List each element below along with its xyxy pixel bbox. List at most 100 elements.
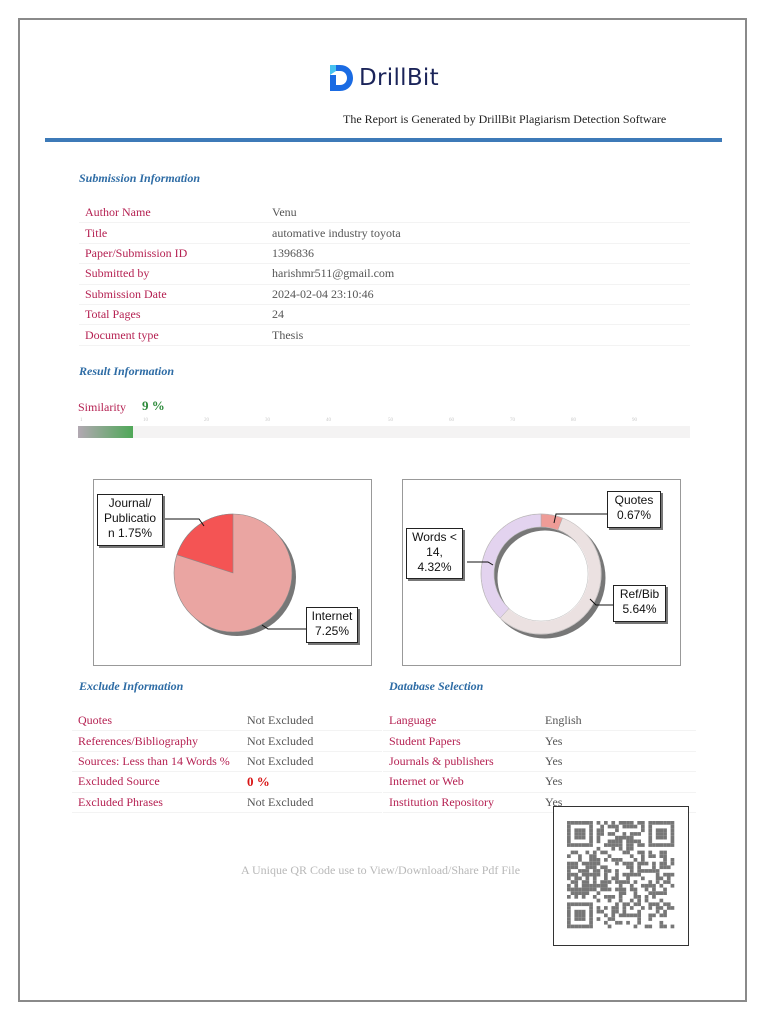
field-value: automative industry toyota	[266, 222, 690, 244]
refbib-callout: Ref/Bib 5.64%	[613, 585, 666, 622]
qr-caption: A Unique QR Code use to View/Download/Sh…	[241, 863, 521, 877]
field-label: Internet or Web	[383, 771, 539, 793]
field-label: Student Papers	[383, 730, 539, 752]
callout-line: Publicatio	[103, 511, 157, 525]
table-row: Journals & publishers Yes	[383, 751, 696, 773]
field-label: Excluded Source	[72, 771, 241, 793]
field-label: Journals & publishers	[383, 751, 539, 773]
submission-section-title: Submission Information	[79, 171, 201, 185]
similarity-label: Similarity	[78, 400, 126, 414]
scale-tick: 50	[388, 418, 393, 423]
field-value: Venu	[266, 203, 690, 224]
field-label: Document type	[79, 324, 266, 346]
table-row: Author Name Venu	[79, 203, 690, 224]
submission-table: Author Name Venu Title automative industry…	[79, 203, 690, 346]
scale-tick: 70	[510, 418, 515, 423]
qr-code-icon	[567, 821, 675, 929]
field-label: Institution Repository	[383, 792, 539, 813]
quotes-callout: Quotes 0.67%	[607, 491, 661, 528]
field-label: Sources: Less than 14 Words %	[72, 751, 241, 773]
drillbit-logo: DrillBit	[327, 62, 439, 94]
scale-tick: 30	[265, 418, 270, 423]
field-value: Yes	[539, 771, 696, 793]
table-row: Sources: Less than 14 Words % Not Exclude…	[72, 751, 382, 773]
scale-tick: 20	[204, 418, 209, 423]
field-value: Not Excluded	[241, 751, 382, 773]
scale-tick: 90	[632, 418, 637, 423]
field-label: Paper/Submission ID	[79, 243, 266, 265]
qr-code[interactable]	[553, 806, 689, 946]
callout-line: Journal/	[108, 496, 152, 510]
scale-tick: 40	[326, 418, 331, 423]
field-value: 1396836	[266, 243, 690, 265]
similarity-scale: 1 10 20 30 40 50 60 70 80 90	[78, 418, 690, 426]
table-row: Paper/Submission ID 1396836	[79, 243, 690, 265]
callout-line: Internet	[311, 609, 353, 623]
field-value: Thesis	[266, 324, 690, 346]
excluded-source-value: 0 %	[241, 771, 382, 793]
callout-line: n 1.75%	[107, 526, 153, 540]
table-row: Quotes Not Excluded	[72, 711, 382, 732]
callout-line: Quotes	[614, 493, 654, 507]
drillbit-logo-icon	[330, 65, 353, 91]
similarity-value: 9 %	[142, 398, 165, 413]
callout-line: 14,	[426, 545, 443, 559]
table-row: Submission Date 2024-02-04 23:10:46	[79, 284, 690, 305]
field-label: Title	[79, 222, 266, 244]
table-row: Document type Thesis	[79, 324, 690, 346]
field-value: harishmr511@gmail.com	[266, 263, 690, 285]
field-label: Author Name	[79, 203, 266, 224]
table-row: Title automative industry toyota	[79, 222, 690, 244]
report-tagline: The Report is Generated by DrillBit Plag…	[343, 112, 667, 126]
callout-line: 7.25%	[314, 624, 350, 638]
exclude-section-title: Exclude Information	[79, 679, 184, 693]
table-row: Total Pages 24	[79, 304, 690, 326]
field-label: Submission Date	[79, 284, 266, 305]
table-row: Excluded Phrases Not Excluded	[72, 792, 382, 813]
field-label: References/Bibliography	[72, 730, 241, 752]
table-row: Student Papers Yes	[383, 730, 696, 752]
exclusion-donut-chart: Quotes 0.67% Words < 14, 4.32% Ref/Bib 5…	[402, 479, 681, 666]
journal-callout: Journal/ Publicatio n 1.75%	[97, 494, 163, 546]
table-row: Excluded Source 0 %	[72, 771, 382, 793]
callout-line: Ref/Bib	[619, 587, 660, 601]
pie-chart-graphic	[160, 513, 307, 636]
words-callout: Words < 14, 4.32%	[406, 528, 463, 579]
internet-callout: Internet 7.25%	[306, 607, 358, 643]
table-row: Language English	[383, 711, 696, 732]
scale-tick: 80	[571, 418, 576, 423]
field-value: Yes	[539, 751, 696, 773]
callout-line: 4.32%	[417, 560, 452, 574]
field-label: Total Pages	[79, 304, 266, 326]
field-value: 24	[266, 304, 690, 326]
callout-line: 0.67%	[616, 508, 652, 522]
scale-tick: 10	[143, 418, 148, 423]
result-section-title: Result Information	[79, 364, 175, 378]
database-table: Language English Student Papers Yes Journa…	[383, 711, 696, 813]
database-section-title: Database Selection	[389, 679, 484, 693]
similarity-bar-fill	[78, 426, 134, 438]
field-value: 2024-02-04 23:10:46	[266, 284, 690, 305]
report-page	[18, 18, 747, 1002]
table-row: References/Bibliography Not Excluded	[72, 730, 382, 752]
field-value: Not Excluded	[241, 730, 382, 752]
exclude-table: Quotes Not Excluded References/Bibliograp…	[72, 711, 382, 813]
field-value: Not Excluded	[241, 711, 382, 732]
field-label: Excluded Phrases	[72, 792, 241, 813]
field-value: English	[539, 711, 696, 732]
table-row: Internet or Web Yes	[383, 771, 696, 793]
brand-name: DrillBit	[359, 65, 439, 91]
header-divider	[45, 138, 722, 142]
callout-line: 5.64%	[622, 602, 657, 616]
scale-tick: 60	[449, 418, 454, 423]
donut-chart-graphic	[467, 513, 613, 639]
callout-line: Words <	[412, 530, 457, 544]
table-row: Submitted by harishmr511@gmail.com	[79, 263, 690, 285]
field-label: Language	[383, 711, 539, 732]
field-label: Submitted by	[79, 263, 266, 285]
scale-tick: 1	[80, 418, 83, 423]
field-value: Yes	[539, 730, 696, 752]
field-label: Quotes	[72, 711, 241, 732]
source-type-pie-chart: Journal/ Publicatio n 1.75% Internet 7.2…	[93, 479, 372, 666]
field-value: Not Excluded	[241, 792, 382, 813]
